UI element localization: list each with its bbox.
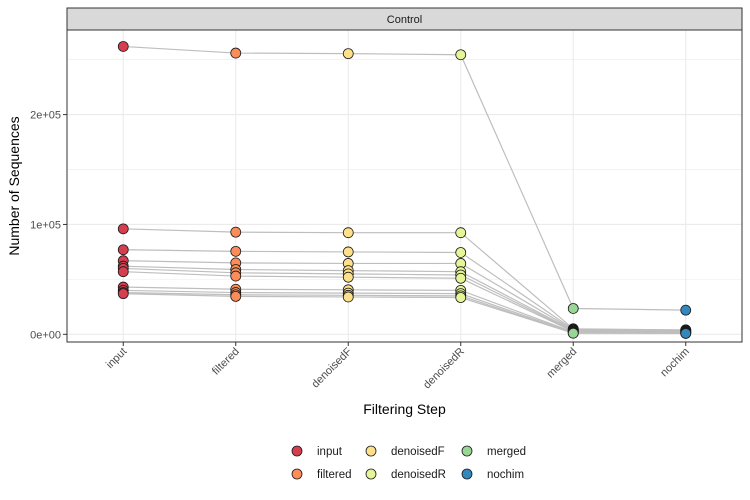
data-point-filtered xyxy=(230,291,242,302)
data-point-filtered xyxy=(230,226,242,238)
x-tick-label: denoisedF xyxy=(310,345,355,390)
data-point-input xyxy=(117,266,129,278)
legend-label-filtered: filtered xyxy=(317,469,352,481)
data-point-merged xyxy=(567,303,579,314)
legend-key-merged xyxy=(461,445,473,457)
data-point-merged xyxy=(567,327,579,339)
legend-key-denoisedR xyxy=(365,468,377,480)
x-tick-label: merged xyxy=(545,346,580,381)
legend-key-nochim xyxy=(461,468,473,480)
x-tick-label: filtered xyxy=(210,346,242,378)
x-tick-label: denoisedR xyxy=(421,346,467,392)
data-point-nochim xyxy=(680,304,692,316)
facet-strip: Control xyxy=(66,7,743,31)
legend-key-denoisedF xyxy=(365,445,377,457)
data-point-denoisedF xyxy=(342,291,354,303)
y-tick-label: 2e+05 xyxy=(30,110,61,122)
legend-label-nochim: nochim xyxy=(487,469,524,481)
data-point-input xyxy=(117,223,129,235)
series-lines xyxy=(123,45,686,335)
data-point-denoisedF xyxy=(342,246,354,258)
data-point-denoisedF xyxy=(342,48,354,60)
data-points xyxy=(117,41,692,339)
grid xyxy=(67,30,742,342)
facet-strip-title: Control xyxy=(387,14,422,26)
panel-border xyxy=(66,29,743,343)
y-axis-title: Number of Sequences xyxy=(6,116,22,255)
x-tick-label: nochim xyxy=(658,346,692,380)
x-tick-label: input xyxy=(104,346,129,371)
data-point-input xyxy=(117,41,129,52)
series-line xyxy=(123,45,686,311)
x-axis-title: Filtering Step xyxy=(363,401,446,417)
data-point-input xyxy=(117,244,129,256)
series-line xyxy=(123,293,686,335)
data-point-filtered xyxy=(230,47,242,59)
data-point-denoisedR xyxy=(455,227,467,239)
data-point-filtered xyxy=(230,270,242,282)
legend-label-input: input xyxy=(317,446,343,458)
data-point-denoisedR xyxy=(455,292,467,303)
data-point-filtered xyxy=(230,245,242,257)
legend-label-denoisedR: denoisedR xyxy=(391,469,446,481)
data-point-nochim xyxy=(680,328,692,339)
y-axis: 0e+00 1e+05 2e+05 xyxy=(30,110,67,341)
data-point-denoisedR xyxy=(455,247,467,258)
data-point-denoisedF xyxy=(342,227,354,239)
data-point-denoisedR xyxy=(455,49,467,61)
data-point-denoisedF xyxy=(342,271,354,283)
data-point-input xyxy=(117,288,129,300)
y-tick-label: 0e+00 xyxy=(30,329,61,341)
legend-label-merged: merged xyxy=(487,446,526,458)
legend: input filtered denoisedF denoisedR merged noc… xyxy=(291,445,526,481)
x-axis: input filtered denoisedF denoisedR merged noc… xyxy=(104,342,692,391)
data-point-denoisedR xyxy=(455,272,467,284)
y-tick-label: 1e+05 xyxy=(30,219,61,231)
legend-key-filtered xyxy=(291,468,303,480)
legend-label-denoisedF: denoisedF xyxy=(391,446,445,458)
legend-key-input xyxy=(291,445,303,457)
